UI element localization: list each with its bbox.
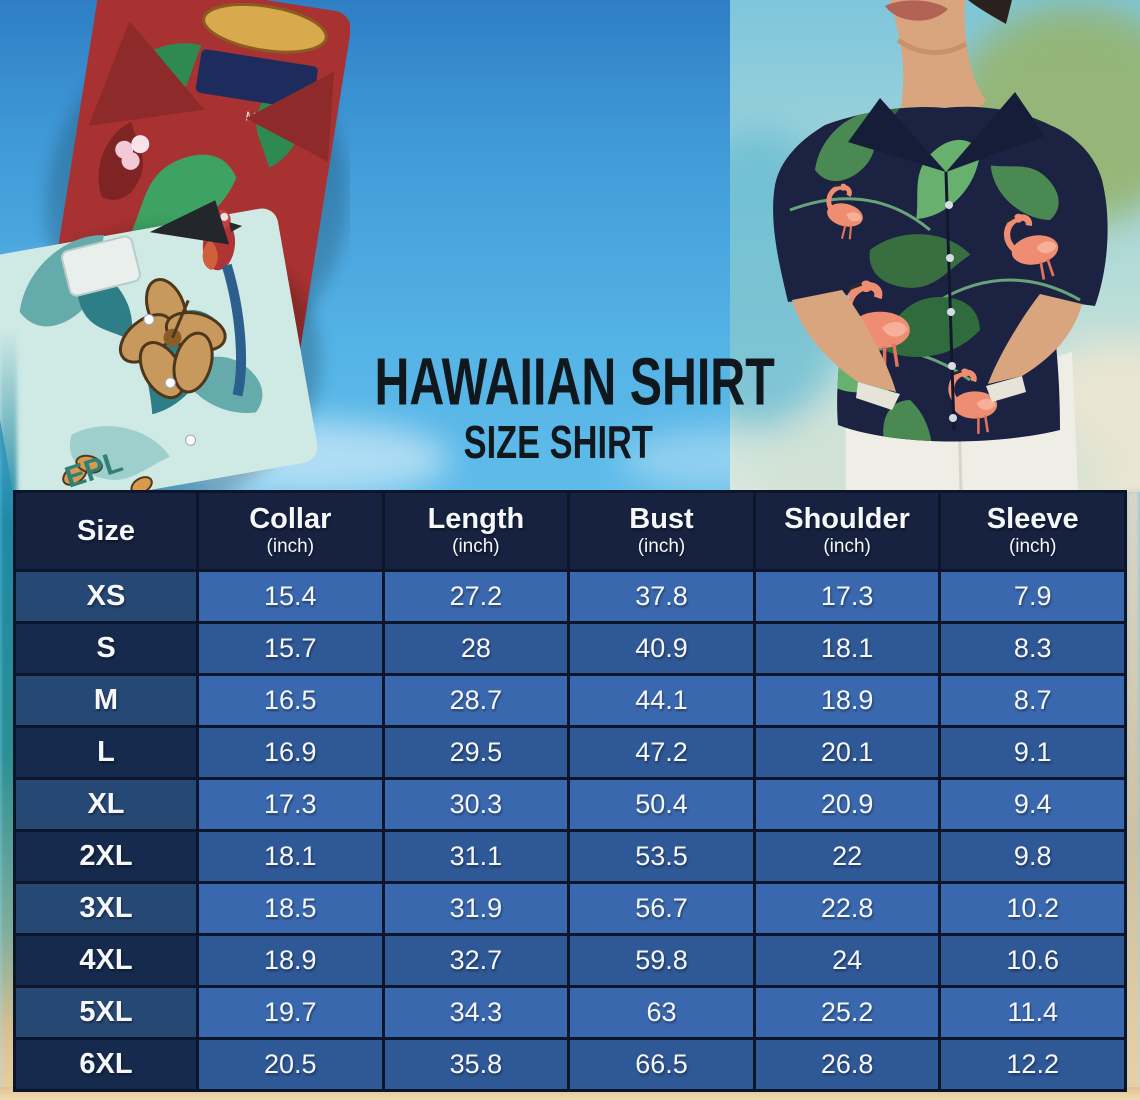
value-cell: 19.7 [199,988,382,1037]
column-unit: (inch) [637,535,686,557]
value-cell: 37.8 [570,572,753,621]
column-header-shoulder: Shoulder (inch) [755,493,939,569]
value-cell: 40.9 [570,624,753,673]
column-unit: (inch) [266,535,315,557]
value-cell: 31.9 [384,884,568,933]
column-header-bust: Bust (inch) [570,493,753,569]
value-cell: 18.1 [755,624,939,673]
value-cell: 47.2 [570,728,753,777]
value-cell: 35.8 [384,1040,568,1089]
value-cell: 27.2 [384,572,568,621]
column-label: Size [76,514,136,547]
column-label: Collar [249,503,332,536]
model-arms [792,290,1082,410]
model-photo [730,0,1140,492]
teal-hawaiian-shirt: EPL [0,200,321,490]
size-cell-2xl: 2XL [16,832,196,881]
size-cell-5xl: 5XL [16,988,196,1037]
value-cell: 16.9 [199,728,382,777]
hibiscus-flower-graphic [118,278,227,400]
size-cell-3xl: 3XL [16,884,196,933]
value-cell: 66.5 [570,1040,753,1089]
value-cell: 28 [384,624,568,673]
column-header-size: Size [16,493,196,569]
value-cell: 30.3 [384,780,568,829]
value-cell: 9.1 [941,728,1124,777]
column-label: Bust [629,503,694,536]
value-cell: 9.8 [941,832,1124,881]
size-table: Size Collar (inch) Length (inch) Bust (inch) Sh… [13,490,1127,1092]
column-label: Length [427,503,525,536]
value-cell: 18.9 [755,676,939,725]
column-header-length: Length (inch) [384,493,568,569]
value-cell: 28.7 [384,676,568,725]
value-cell: 17.3 [199,780,382,829]
value-cell: 7.9 [941,572,1124,621]
value-cell: 22.8 [755,884,939,933]
value-cell: 17.3 [755,572,939,621]
size-cell-4xl: 4XL [16,936,196,985]
butterfly-graphic [62,454,153,490]
value-cell: 44.1 [570,676,753,725]
value-cell: 56.7 [570,884,753,933]
value-cell: 10.2 [941,884,1124,933]
value-cell: 8.7 [941,676,1124,725]
value-cell: 20.1 [755,728,939,777]
column-label: Sleeve [986,503,1079,536]
value-cell: 20.5 [199,1040,382,1089]
value-cell: 22 [755,832,939,881]
value-cell: 50.4 [570,780,753,829]
value-cell: 18.1 [199,832,382,881]
size-cell-xs: XS [16,572,196,621]
size-cell-6xl: 6XL [16,1040,196,1089]
left-edge-strip [0,330,17,1100]
column-label: Shoulder [784,503,910,536]
size-cell-xl: XL [16,780,196,829]
value-cell: 26.8 [755,1040,939,1089]
right-edge-strip [1126,490,1140,1090]
value-cell: 9.4 [941,780,1124,829]
value-cell: 31.1 [384,832,568,881]
value-cell: 20.9 [755,780,939,829]
value-cell: 15.7 [199,624,382,673]
value-cell: 8.3 [941,624,1124,673]
size-cell-m: M [16,676,196,725]
size-cell-s: S [16,624,196,673]
page-title: HAWAIIAN SHIRT [374,345,775,420]
value-cell: 15.4 [199,572,382,621]
folded-shirts-photo: M [0,0,350,490]
column-header-sleeve: Sleeve (inch) [941,493,1124,569]
column-unit: (inch) [452,535,500,557]
value-cell: 11.4 [941,988,1124,1037]
value-cell: 32.7 [384,936,568,985]
column-unit: (inch) [1008,535,1057,557]
value-cell: 25.2 [755,988,939,1037]
title-block: HAWAIIAN SHIRT SIZE SHIRT [318,345,798,469]
value-cell: 10.6 [941,936,1124,985]
value-cell: 12.2 [941,1040,1124,1089]
value-cell: 16.5 [199,676,382,725]
value-cell: 29.5 [384,728,568,777]
value-cell: 24 [755,936,939,985]
page-subtitle: SIZE SHIRT [463,417,653,469]
value-cell: 34.3 [384,988,568,1037]
value-cell: 18.9 [199,936,382,985]
size-cell-l: L [16,728,196,777]
value-cell: 53.5 [570,832,753,881]
value-cell: 18.5 [199,884,382,933]
column-header-collar: Collar (inch) [199,493,382,569]
value-cell: 59.8 [570,936,753,985]
column-unit: (inch) [823,535,871,557]
model-face [885,0,1012,127]
value-cell: 63 [570,988,753,1037]
